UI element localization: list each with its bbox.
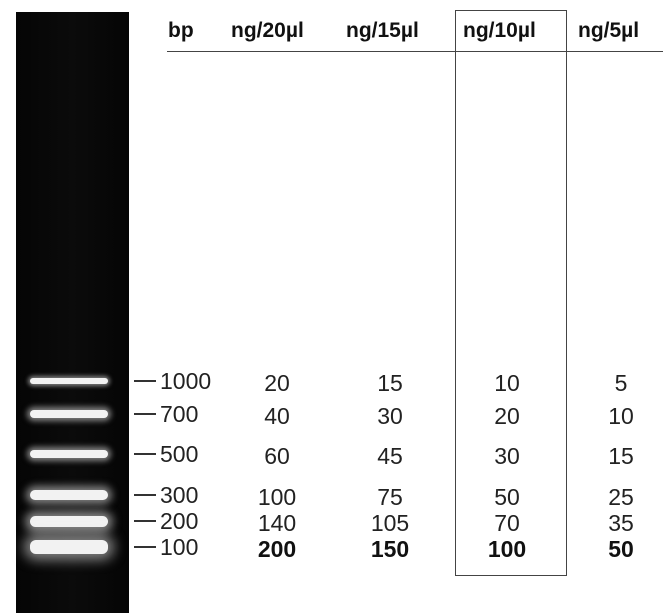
concentration-cell: 100: [257, 484, 297, 510]
concentration-cell: 20: [264, 370, 290, 396]
concentration-cell: 50: [494, 484, 520, 510]
concentration-cell: 15: [377, 370, 403, 396]
gel-band: [30, 410, 108, 418]
header-ng-10ul: ng/10µl: [463, 19, 536, 42]
bp-tick: [134, 520, 156, 522]
bp-label: 100: [160, 534, 199, 560]
bp-tick: [134, 546, 156, 548]
bp-tick: [134, 494, 156, 496]
concentration-cell: 105: [370, 510, 410, 536]
highlighted-column-box: [455, 10, 567, 576]
concentration-cell: 45: [377, 443, 403, 469]
gel-band: [30, 378, 108, 384]
gel-lane: [16, 12, 129, 613]
concentration-cell: 140: [257, 510, 297, 536]
header-ng-15ul: ng/15µl: [346, 19, 419, 42]
bp-label: 300: [160, 482, 199, 508]
concentration-cell: 60: [264, 443, 290, 469]
concentration-cell: 50: [608, 536, 634, 562]
concentration-cell: 25: [608, 484, 634, 510]
concentration-cell: 15: [608, 443, 634, 469]
concentration-cell: 150: [370, 536, 410, 562]
bp-label: 500: [160, 441, 199, 467]
header-ng-20ul: ng/20µl: [231, 19, 304, 42]
bp-label: 1000: [160, 368, 212, 394]
gel-band: [30, 450, 108, 458]
bp-label: 200: [160, 508, 199, 534]
header-ng-5ul: ng/5µl: [578, 19, 640, 42]
concentration-cell: 5: [614, 370, 628, 396]
bp-tick: [134, 413, 156, 415]
concentration-cell: 35: [608, 510, 634, 536]
concentration-cell: 70: [494, 510, 520, 536]
concentration-cell: 30: [377, 403, 403, 429]
concentration-cell: 10: [608, 403, 634, 429]
bp-tick: [134, 380, 156, 382]
concentration-cell: 10: [494, 370, 520, 396]
concentration-cell: 75: [377, 484, 403, 510]
header-bp: bp: [168, 19, 194, 42]
concentration-cell: 200: [257, 536, 297, 562]
bp-tick: [134, 453, 156, 455]
concentration-cell: 40: [264, 403, 290, 429]
gel-band: [30, 515, 108, 527]
concentration-cell: 20: [494, 403, 520, 429]
gel-band: [30, 540, 108, 554]
header-underline: [167, 51, 663, 52]
concentration-cell: 100: [487, 536, 527, 562]
gel-band: [30, 490, 108, 500]
bp-label: 700: [160, 401, 199, 427]
concentration-cell: 30: [494, 443, 520, 469]
